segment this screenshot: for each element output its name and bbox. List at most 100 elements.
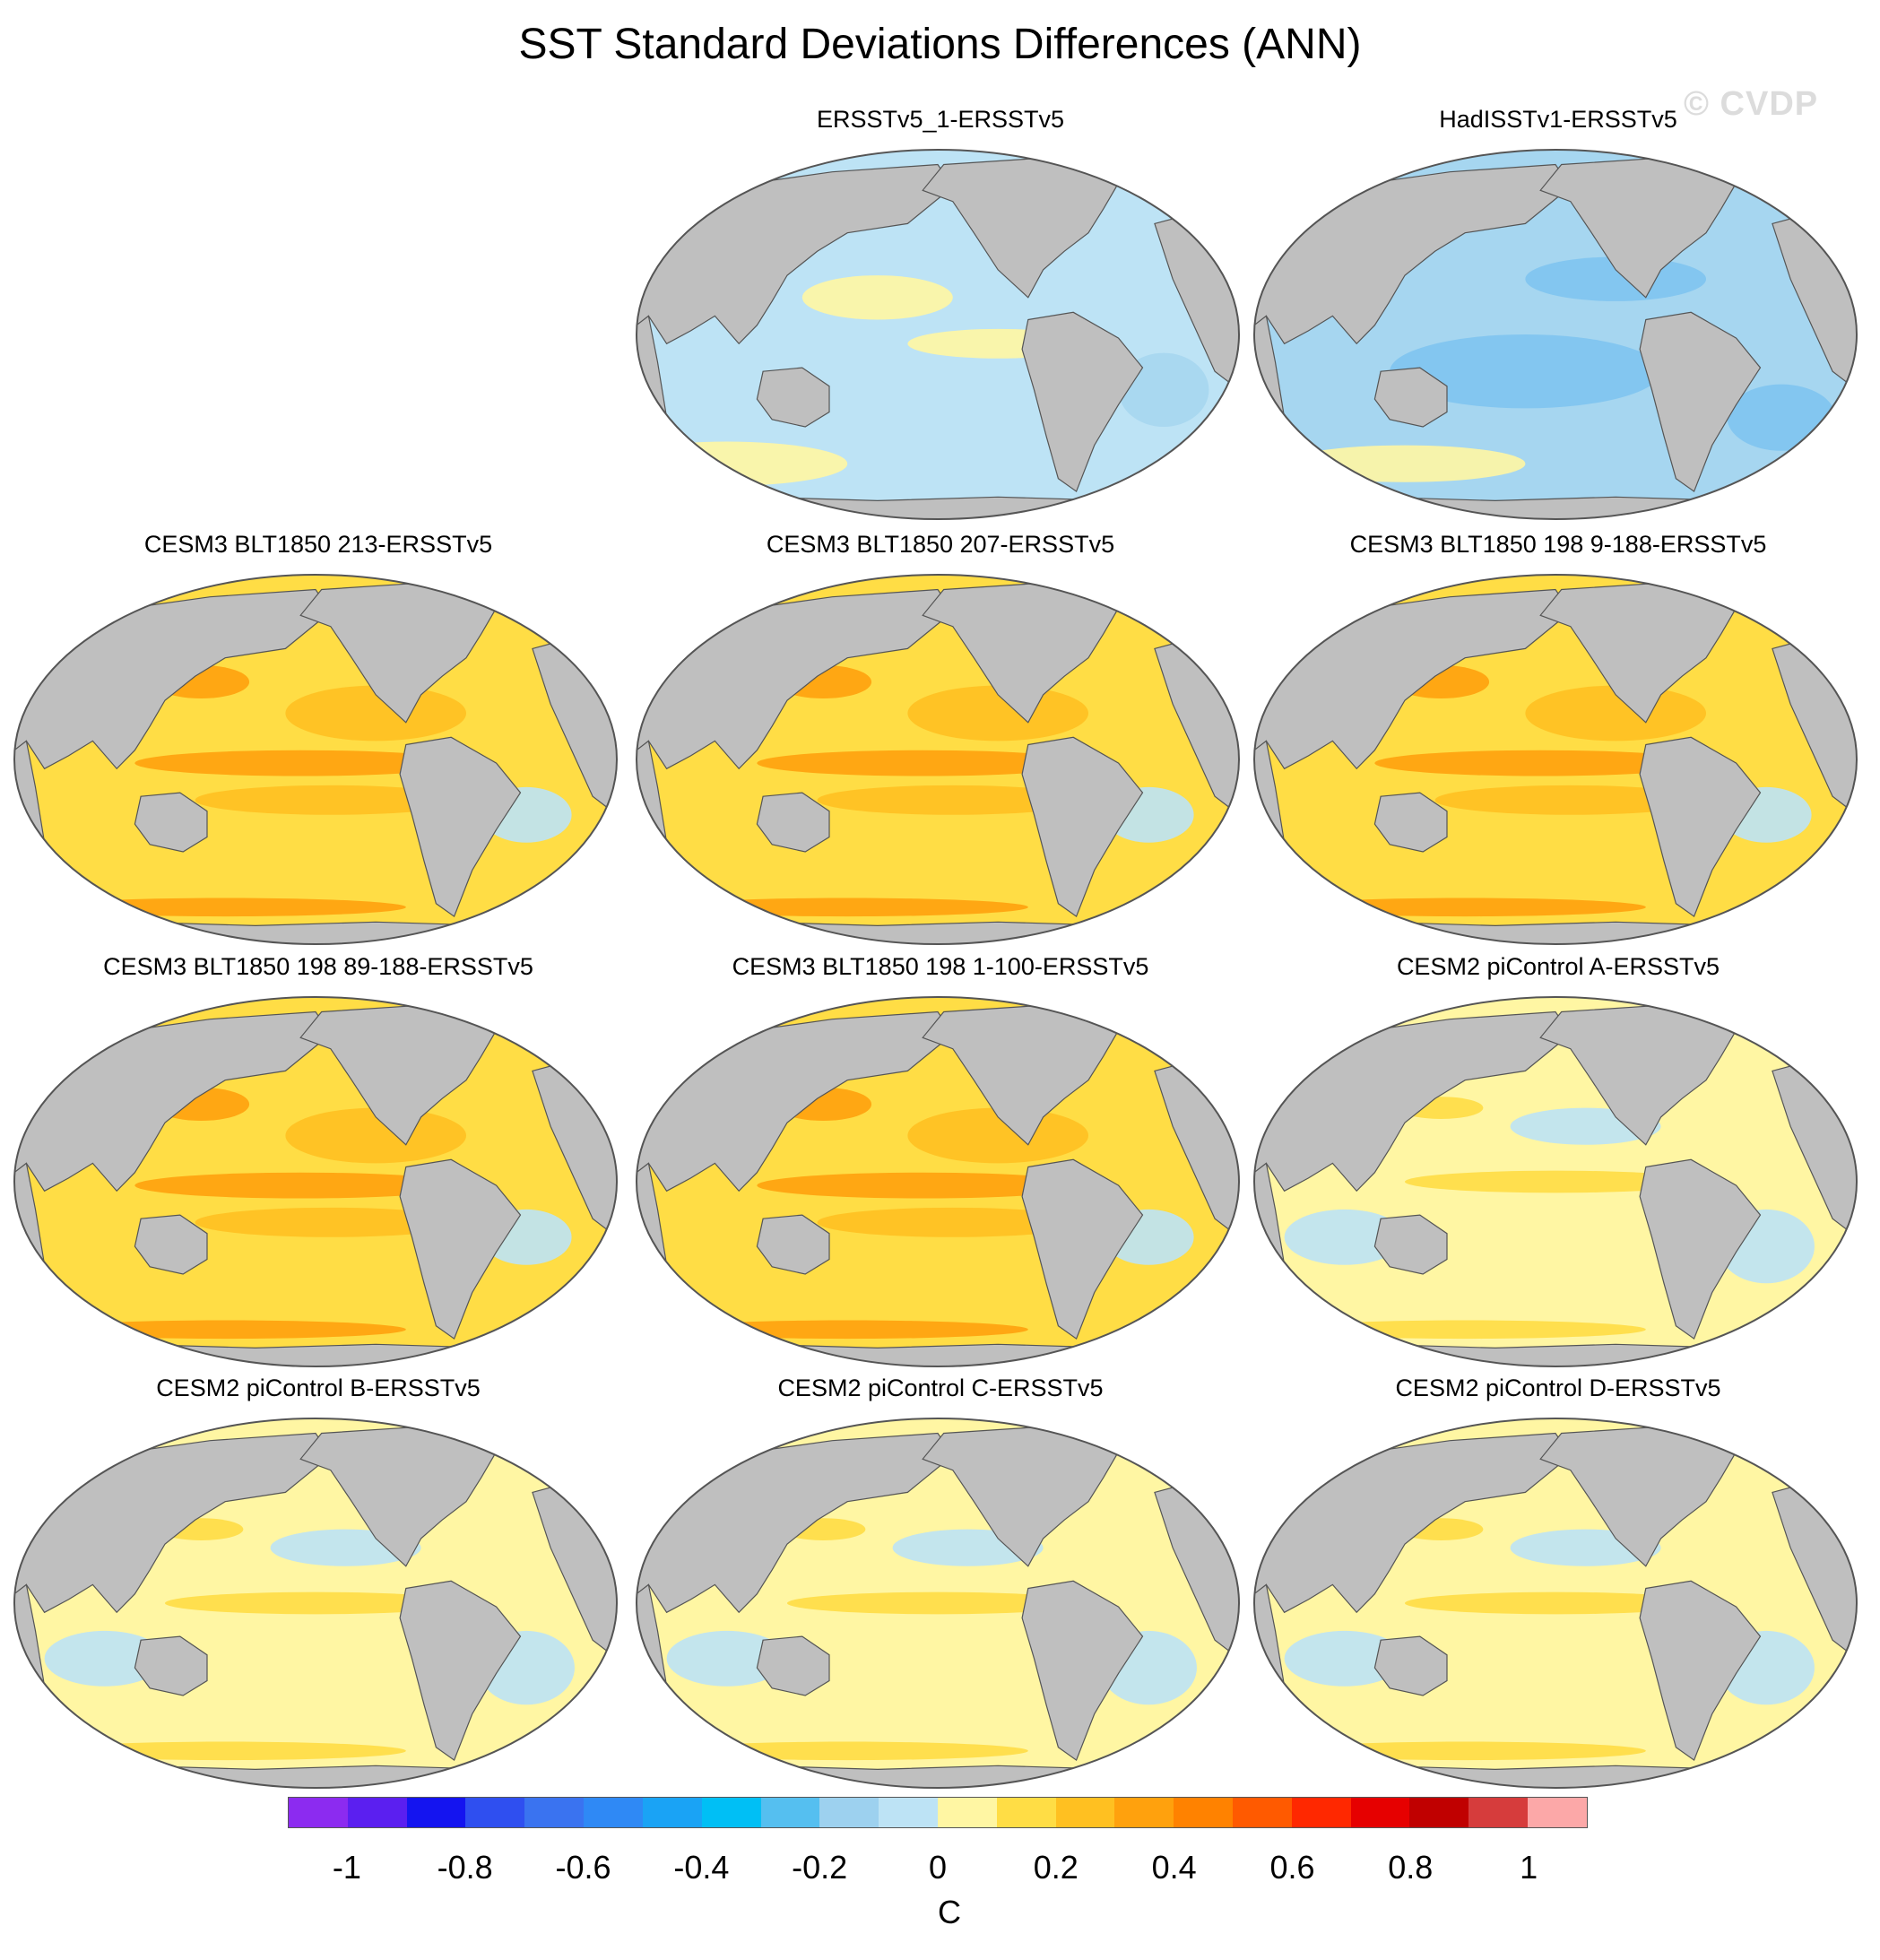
land-antarctic <box>1254 1343 1857 1366</box>
map-panel: CESM2 piControl A-ERSSTv5 <box>1252 953 1864 1367</box>
anomaly-region <box>757 750 1088 776</box>
map-panel: ERSSTv5_1-ERSSTv5 <box>635 106 1246 520</box>
colorbar-swatch <box>1468 1798 1529 1827</box>
anomaly-region <box>1434 785 1706 815</box>
land-samerica <box>1021 311 1144 493</box>
anomaly-region <box>44 898 406 917</box>
anomaly-region <box>1405 1591 1706 1615</box>
anomaly-region <box>907 1107 1088 1164</box>
colorbar-swatch <box>701 1798 761 1827</box>
colorbar-swatch <box>879 1798 938 1827</box>
land-australia <box>1373 367 1448 428</box>
map-figure <box>13 574 618 945</box>
panel-title: CESM3 BLT1850 198 9-188-ERSSTv5 <box>1349 531 1767 558</box>
anomaly-region <box>1390 334 1661 409</box>
panel-title: HadISSTv1-ERSSTv5 <box>1439 106 1677 133</box>
land-australia <box>134 1214 208 1275</box>
map-border <box>636 996 1240 1367</box>
anomaly-region <box>666 898 1028 917</box>
colorbar-swatch <box>996 1798 1056 1827</box>
colorbar-swatch <box>347 1798 407 1827</box>
map-panel: CESM3 BLT1850 207-ERSSTv5 <box>635 531 1246 945</box>
land-antarctic <box>14 1765 617 1788</box>
colorbar <box>288 1797 1588 1828</box>
colorbar-tick-label: 0.6 <box>1269 1849 1315 1886</box>
map-figure <box>1253 1418 1858 1789</box>
land-australia <box>756 1635 830 1696</box>
anomaly-region <box>817 785 1088 815</box>
land-antarctic <box>1254 496 1857 519</box>
land-samerica <box>1021 736 1144 918</box>
colorbar-swatch <box>1174 1798 1233 1827</box>
land-antarctic <box>637 1343 1239 1366</box>
land-antarctic <box>14 1343 617 1366</box>
land-antarctic <box>14 921 617 944</box>
colorbar-swatch <box>819 1798 879 1827</box>
panel-title: CESM2 piControl D-ERSSTv5 <box>1395 1375 1721 1401</box>
map-border <box>1253 574 1858 945</box>
panel-title: CESM3 BLT1850 213-ERSSTv5 <box>143 531 493 558</box>
land-australia <box>134 792 208 853</box>
land-samerica <box>399 1158 522 1340</box>
colorbar-tick-label: 0.4 <box>1151 1849 1197 1886</box>
anomaly-region <box>285 1107 466 1164</box>
colorbar-swatch <box>642 1798 702 1827</box>
watermark-label: © CVDP <box>1684 85 1819 123</box>
colorbar-swatch <box>1233 1798 1292 1827</box>
map-border <box>636 1418 1240 1789</box>
land-samerica <box>1021 1158 1144 1340</box>
land-australia <box>1373 1635 1448 1696</box>
land-samerica <box>1639 1580 1762 1762</box>
colorbar-tick-label: -1 <box>332 1849 361 1886</box>
map-figure <box>636 574 1240 945</box>
land-samerica <box>1021 1580 1144 1762</box>
anomaly-region <box>907 685 1088 742</box>
map-border <box>1253 1418 1858 1789</box>
anomaly-region <box>134 1172 466 1199</box>
land-samerica <box>399 736 522 918</box>
land-australia <box>1373 792 1448 853</box>
anomaly-region <box>1374 750 1706 776</box>
anomaly-region <box>757 1172 1088 1199</box>
colorbar-tick-label: -0.8 <box>437 1849 493 1886</box>
panel-title: CESM3 BLT1850 207-ERSSTv5 <box>766 531 1115 558</box>
map-border <box>1253 149 1858 520</box>
colorbar-swatch <box>465 1798 525 1827</box>
anomaly-region <box>44 1741 406 1761</box>
colorbar-swatch <box>1114 1798 1174 1827</box>
map-panel: HadISSTv1-ERSSTv5 <box>1252 106 1864 520</box>
anomaly-region <box>817 1207 1088 1237</box>
colorbar-swatch <box>937 1798 997 1827</box>
land-antarctic <box>1254 921 1857 944</box>
colorbar-swatch <box>1528 1798 1587 1827</box>
panel-title: CESM2 piControl A-ERSSTv5 <box>1396 953 1720 980</box>
land-antarctic <box>637 921 1239 944</box>
anomaly-region <box>165 1591 466 1615</box>
map-border <box>636 574 1240 945</box>
map-border <box>13 1418 618 1789</box>
figure-title: SST Standard Deviations Differences (ANN… <box>518 21 1362 68</box>
map-figure <box>13 996 618 1367</box>
colorbar-swatch <box>524 1798 585 1827</box>
colorbar-tick-label: 0.8 <box>1388 1849 1434 1886</box>
map-panel: CESM3 BLT1850 198 9-188-ERSSTv5 <box>1252 531 1864 945</box>
map-figure <box>1253 149 1858 520</box>
colorbar-tick-label: -0.4 <box>673 1849 730 1886</box>
colorbar-swatch <box>289 1798 348 1827</box>
anomaly-region <box>1525 685 1706 742</box>
map-border <box>13 574 618 945</box>
colorbar-swatch <box>1055 1798 1115 1827</box>
panel-title: CESM3 BLT1850 198 1-100-ERSSTv5 <box>732 953 1149 980</box>
land-australia <box>756 1214 830 1275</box>
land-australia <box>756 367 830 428</box>
land-australia <box>134 1635 208 1696</box>
anomaly-region <box>44 1630 165 1687</box>
anomaly-region <box>44 1320 406 1340</box>
anomaly-region <box>1284 1630 1405 1687</box>
colorbar-swatch <box>760 1798 820 1827</box>
colorbar-swatch <box>1350 1798 1410 1827</box>
land-samerica <box>1639 736 1762 918</box>
anomaly-region <box>1284 1741 1646 1761</box>
panel-title: CESM3 BLT1850 198 89-188-ERSSTv5 <box>103 953 533 980</box>
anomaly-region <box>666 1320 1028 1340</box>
